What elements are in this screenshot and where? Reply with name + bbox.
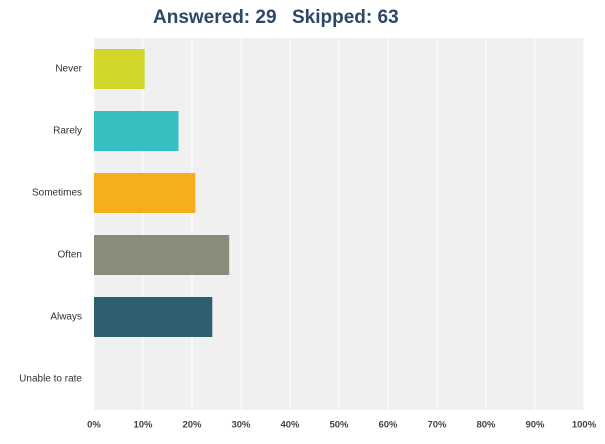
x-tick-label: 50% <box>329 420 349 431</box>
y-tick-label: Always <box>50 312 82 323</box>
chart-title-answered: Answered: 29 <box>153 7 277 28</box>
x-tick-label: 100% <box>572 420 597 431</box>
x-tick-label: 10% <box>133 420 153 431</box>
bar <box>94 235 230 275</box>
y-tick-label: Unable to rate <box>19 374 82 385</box>
chart-title-skipped: Skipped: 63 <box>292 7 399 28</box>
y-tick-label: Often <box>58 250 82 261</box>
x-tick-label: 30% <box>231 420 251 431</box>
x-tick-label: 70% <box>427 420 447 431</box>
x-tick-label: 80% <box>476 420 496 431</box>
x-tick-label: 0% <box>87 420 101 431</box>
bar <box>94 111 179 151</box>
bar <box>94 297 213 337</box>
x-tick-label: 90% <box>525 420 545 431</box>
y-tick-label: Never <box>55 64 82 75</box>
y-tick-label: Sometimes <box>32 188 82 199</box>
bar <box>94 49 145 89</box>
y-tick-label: Rarely <box>53 126 82 137</box>
x-tick-label: 60% <box>378 420 398 431</box>
x-tick-label: 40% <box>280 420 300 431</box>
bar <box>94 173 196 213</box>
x-tick-label: 20% <box>182 420 202 431</box>
